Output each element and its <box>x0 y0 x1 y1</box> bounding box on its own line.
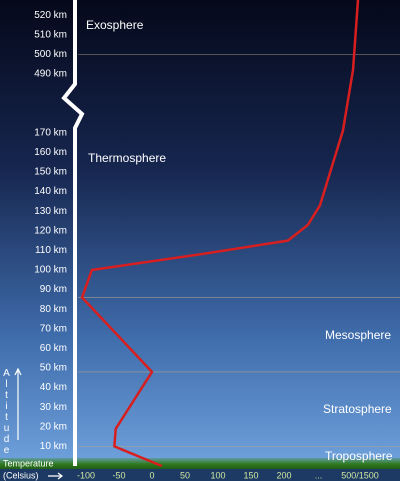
x-axis-arrow <box>48 472 63 480</box>
y-tick-label: 10 km <box>40 441 67 452</box>
y-tick-label: 120 km <box>34 225 67 236</box>
x-tick-label: -50 <box>112 470 125 480</box>
layer-label: Troposphere <box>325 449 393 463</box>
x-tick-label: ... <box>315 470 323 480</box>
y-tick-label: 20 km <box>40 421 67 432</box>
y-tick-label: 110 km <box>35 245 67 256</box>
ground <box>0 458 400 470</box>
layer-label: Exosphere <box>86 18 144 32</box>
temperature-line <box>80 0 360 468</box>
y-tick-label: 70 km <box>40 323 67 334</box>
y-tick-label: 520 km <box>34 10 67 21</box>
y-axis <box>61 0 85 466</box>
x-axis-title: Temperature <box>3 458 54 468</box>
y-tick-label: 130 km <box>34 206 67 217</box>
y-tick-label: 170 km <box>34 127 67 138</box>
x-axis-unit: (Celsius) <box>3 470 39 480</box>
y-tick-label: 30 km <box>40 402 67 413</box>
y-tick-label: 60 km <box>40 343 67 354</box>
y-tick-label: 510 km <box>34 30 67 41</box>
y-tick-label: 150 km <box>34 167 67 178</box>
y-tick-label: 140 km <box>34 186 67 197</box>
y-axis-arrow <box>14 367 22 440</box>
x-tick-label: 200 <box>276 470 291 480</box>
layer-label: Stratosphere <box>323 402 392 416</box>
y-tick-label: 160 km <box>34 147 67 158</box>
y-tick-label: 500 km <box>34 49 67 60</box>
y-tick-label: 50 km <box>40 363 67 374</box>
layer-label: Mesosphere <box>325 328 391 342</box>
layer-label: Thermosphere <box>88 151 166 165</box>
x-tick-label: -100 <box>77 470 95 480</box>
y-tick-label: 40 km <box>40 382 67 393</box>
x-tick-label: 150 <box>243 470 258 480</box>
x-tick-label: 50 <box>180 470 190 480</box>
x-tick-label: 0 <box>149 470 154 480</box>
y-tick-label: 100 km <box>34 265 67 276</box>
y-tick-label: 490 km <box>34 69 67 80</box>
y-tick-label: 80 km <box>40 304 67 315</box>
x-tick-label: 100 <box>210 470 225 480</box>
x-axis-band <box>0 469 400 481</box>
x-tick-label: 500/1500 <box>341 470 379 480</box>
y-axis-title: Altitude <box>1 368 12 456</box>
y-tick-label: 90 km <box>40 284 67 295</box>
